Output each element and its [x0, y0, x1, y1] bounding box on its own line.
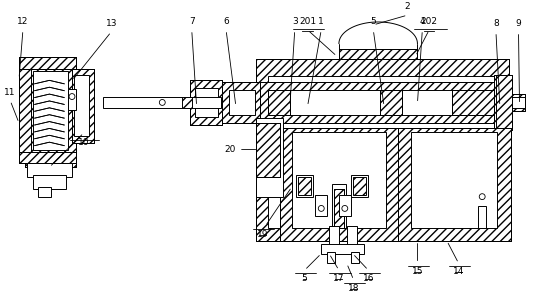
Bar [190, 80, 222, 125]
Bar [19, 57, 76, 69]
Bar [256, 59, 509, 241]
Bar [256, 82, 509, 123]
Text: 5: 5 [302, 274, 308, 283]
Text: 3: 3 [292, 17, 297, 26]
Text: 15: 15 [412, 267, 423, 276]
Text: 16: 16 [363, 274, 374, 283]
Bar [297, 177, 311, 195]
Circle shape [69, 94, 75, 99]
Bar [496, 75, 511, 130]
Text: 10: 10 [78, 138, 89, 147]
Bar [334, 189, 344, 228]
Bar [452, 90, 496, 115]
Bar [256, 59, 509, 241]
Bar [351, 175, 369, 197]
Bar [19, 152, 76, 163]
Text: 9: 9 [516, 19, 522, 28]
Bar [103, 96, 221, 108]
Bar [452, 90, 496, 115]
Text: 202: 202 [421, 17, 438, 26]
Bar [296, 175, 314, 197]
Bar [347, 226, 357, 248]
Bar [256, 118, 283, 197]
Bar [19, 152, 76, 163]
Bar [398, 128, 511, 241]
Bar [74, 75, 89, 136]
Bar [511, 96, 525, 108]
Text: 11: 11 [4, 88, 16, 96]
Bar [25, 59, 76, 167]
Circle shape [342, 205, 348, 211]
Text: 19: 19 [257, 230, 268, 239]
Bar [19, 57, 76, 69]
Bar [229, 90, 255, 115]
Text: 7: 7 [189, 17, 195, 26]
Bar [339, 49, 417, 59]
Bar [19, 63, 31, 163]
Bar [494, 75, 511, 130]
Bar [410, 132, 497, 228]
Bar [380, 90, 402, 115]
Text: 12: 12 [17, 17, 29, 26]
Bar [19, 63, 31, 163]
Bar [478, 206, 486, 228]
Bar [256, 123, 280, 177]
Bar [33, 71, 68, 149]
Bar [25, 59, 76, 167]
Bar [256, 82, 509, 123]
Bar [72, 69, 94, 143]
Bar [292, 132, 386, 228]
Bar [511, 94, 525, 111]
Bar [72, 69, 94, 143]
Text: 20: 20 [225, 145, 236, 154]
Bar [221, 82, 261, 123]
Bar [353, 177, 366, 195]
Bar [280, 128, 398, 241]
Bar [511, 94, 525, 111]
Bar [380, 90, 402, 115]
Bar [268, 90, 497, 115]
Text: 5: 5 [370, 17, 376, 26]
Bar [398, 128, 511, 241]
Bar [68, 89, 76, 110]
Bar [327, 252, 335, 263]
Text: 1: 1 [318, 17, 324, 26]
Bar [321, 244, 364, 254]
Text: 13: 13 [105, 19, 117, 28]
Text: 8: 8 [493, 19, 499, 28]
Bar [494, 75, 511, 130]
Text: 14: 14 [453, 267, 464, 276]
Bar [27, 163, 72, 177]
Text: 2: 2 [405, 2, 410, 11]
Circle shape [479, 194, 485, 200]
Bar [315, 195, 327, 216]
Bar [37, 187, 51, 197]
Circle shape [318, 205, 324, 211]
Bar [268, 90, 290, 115]
Bar [268, 90, 290, 115]
Text: 18: 18 [348, 284, 360, 293]
Bar [332, 184, 346, 228]
Text: 17: 17 [333, 274, 345, 283]
Bar [339, 195, 351, 216]
Bar [268, 76, 497, 228]
Bar [280, 128, 398, 241]
Circle shape [159, 99, 165, 105]
Text: 4: 4 [419, 17, 425, 26]
Bar [195, 88, 218, 117]
Bar [190, 80, 222, 125]
Bar [351, 252, 358, 263]
Bar [221, 82, 261, 123]
Text: 201: 201 [299, 17, 316, 26]
Bar [182, 96, 192, 108]
Text: 6: 6 [223, 17, 229, 26]
Bar [334, 189, 344, 228]
Bar [329, 226, 339, 248]
Bar [256, 123, 280, 177]
Bar [500, 83, 508, 122]
Bar [339, 49, 417, 59]
Bar [33, 175, 66, 189]
